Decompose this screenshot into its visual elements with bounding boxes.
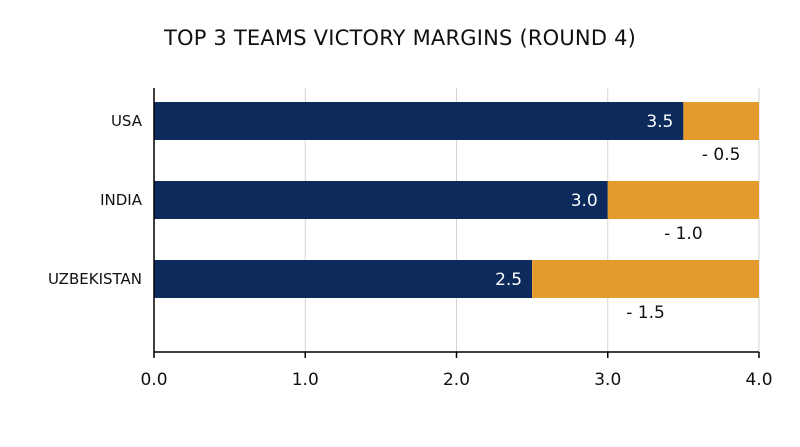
win-bar (154, 181, 608, 219)
category-label: UZBEKISTAN (48, 270, 142, 288)
loss-data-label: - 1.5 (626, 303, 665, 323)
win-bar (154, 260, 533, 298)
loss-data-label: - 0.5 (702, 145, 741, 165)
x-tick-label: 4.0 (745, 370, 772, 390)
x-tick-label: 3.0 (594, 370, 621, 390)
loss-bar (532, 260, 759, 298)
win-data-label: 2.5 (495, 270, 522, 290)
x-tick-label: 0.0 (140, 370, 167, 390)
win-data-label: 3.5 (646, 112, 673, 132)
category-label: USA (111, 112, 143, 130)
category-label: INDIA (100, 191, 143, 209)
win-bar (154, 102, 684, 140)
loss-data-label: - 1.0 (664, 224, 703, 244)
x-tick-label: 2.0 (443, 370, 470, 390)
loss-bar (683, 102, 759, 140)
win-data-label: 3.0 (571, 191, 598, 211)
chart-title: TOP 3 TEAMS VICTORY MARGINS (ROUND 4) (163, 26, 637, 50)
loss-bar (607, 181, 759, 219)
x-tick-label: 1.0 (292, 370, 319, 390)
